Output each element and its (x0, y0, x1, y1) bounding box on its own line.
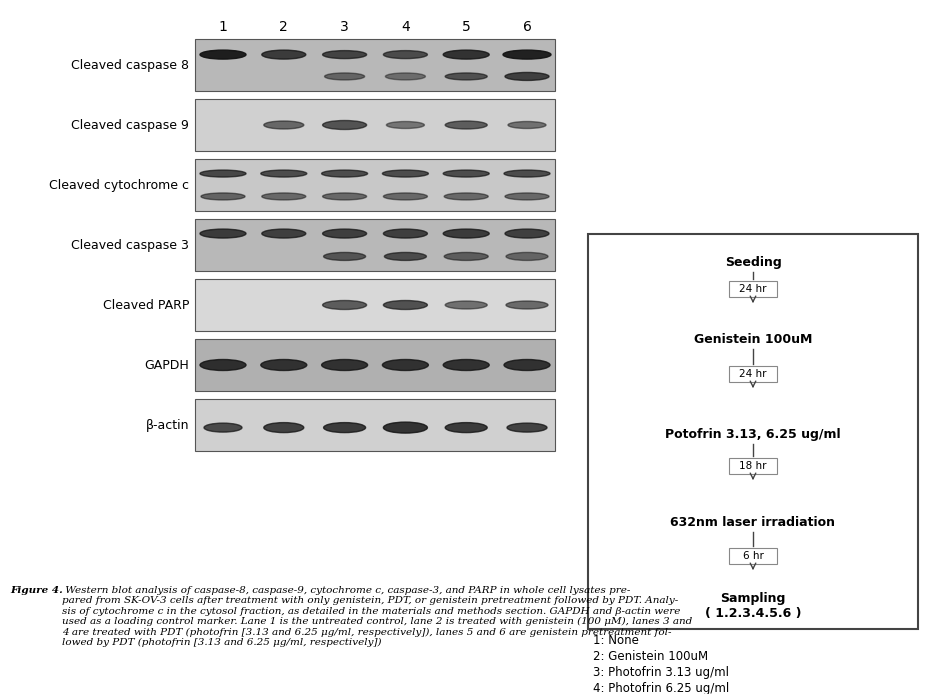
Ellipse shape (384, 229, 428, 238)
Ellipse shape (505, 193, 549, 200)
Text: 632nm laser irradiation: 632nm laser irradiation (671, 516, 836, 529)
Text: Cleaved caspase 8: Cleaved caspase 8 (71, 58, 189, 71)
Text: GAPDH: GAPDH (144, 359, 189, 371)
Text: Cleaved cytochrome c: Cleaved cytochrome c (49, 178, 189, 192)
Ellipse shape (322, 359, 368, 371)
Ellipse shape (204, 423, 242, 432)
Ellipse shape (383, 170, 429, 177)
Ellipse shape (384, 301, 428, 310)
Text: Seeding: Seeding (725, 255, 781, 269)
Ellipse shape (446, 301, 487, 309)
Ellipse shape (443, 359, 490, 371)
Text: 3: Photofrin 3.13 ug/ml: 3: Photofrin 3.13 ug/ml (593, 666, 729, 679)
Ellipse shape (264, 121, 304, 129)
Text: 2: Genistein 100uM: 2: Genistein 100uM (593, 650, 708, 663)
Ellipse shape (386, 73, 426, 80)
Ellipse shape (446, 423, 487, 432)
Ellipse shape (446, 73, 487, 80)
Text: 6: 6 (522, 20, 532, 34)
Text: 24 hr: 24 hr (739, 369, 766, 379)
Text: Cleaved PARP: Cleaved PARP (102, 298, 189, 312)
Ellipse shape (506, 301, 548, 309)
Text: 6 hr: 6 hr (743, 551, 764, 561)
Bar (195, 99, 555, 151)
Text: Figure 4.: Figure 4. (10, 586, 63, 595)
Ellipse shape (386, 121, 424, 128)
Text: 1: 1 (219, 20, 227, 34)
Bar (729, 366, 777, 382)
Ellipse shape (503, 50, 551, 59)
Text: 5: 5 (461, 20, 471, 34)
Ellipse shape (446, 121, 487, 129)
Text: 18 hr: 18 hr (739, 461, 766, 471)
Ellipse shape (324, 253, 366, 260)
Ellipse shape (200, 359, 246, 371)
Text: 4: 4 (401, 20, 410, 34)
Ellipse shape (261, 359, 307, 371)
Bar (195, 219, 555, 271)
Ellipse shape (508, 121, 546, 128)
Text: 2: 2 (280, 20, 288, 34)
Ellipse shape (323, 121, 367, 130)
Text: Potofrin 3.13, 6.25 ug/ml: Potofrin 3.13, 6.25 ug/ml (665, 428, 840, 441)
Ellipse shape (323, 301, 367, 310)
Ellipse shape (264, 423, 304, 432)
Ellipse shape (384, 51, 428, 58)
Text: 3: 3 (340, 20, 349, 34)
Ellipse shape (384, 422, 428, 433)
Bar (195, 39, 555, 91)
Bar (195, 159, 555, 211)
Text: Sampling
( 1.2.3.4.5.6 ): Sampling ( 1.2.3.4.5.6 ) (704, 592, 801, 620)
Ellipse shape (385, 253, 427, 260)
Ellipse shape (383, 359, 429, 371)
Ellipse shape (322, 170, 368, 177)
Ellipse shape (504, 170, 550, 177)
Text: Cleaved caspase 9: Cleaved caspase 9 (71, 119, 189, 131)
Ellipse shape (443, 229, 490, 238)
Bar (729, 281, 777, 297)
Ellipse shape (445, 193, 488, 200)
Ellipse shape (325, 73, 365, 80)
Text: 1: None: 1: None (593, 634, 639, 647)
Ellipse shape (505, 229, 549, 238)
Ellipse shape (261, 170, 307, 177)
Text: Genistein 100uM: Genistein 100uM (694, 332, 812, 346)
Ellipse shape (262, 193, 306, 200)
Ellipse shape (200, 170, 246, 177)
Ellipse shape (504, 359, 550, 371)
Ellipse shape (505, 72, 549, 81)
Ellipse shape (262, 229, 306, 238)
Ellipse shape (200, 50, 246, 59)
Text: β-actin: β-actin (145, 418, 189, 432)
Ellipse shape (507, 423, 547, 432)
Ellipse shape (323, 51, 367, 58)
Ellipse shape (506, 253, 548, 260)
Bar (195, 399, 555, 451)
Ellipse shape (201, 193, 245, 200)
Bar (729, 458, 777, 474)
Text: Cleaved caspase 3: Cleaved caspase 3 (71, 239, 189, 251)
Bar (729, 548, 777, 564)
Ellipse shape (443, 50, 490, 59)
Ellipse shape (324, 423, 366, 432)
Ellipse shape (384, 193, 428, 200)
Ellipse shape (200, 229, 246, 238)
Ellipse shape (443, 170, 490, 177)
Ellipse shape (445, 253, 488, 260)
Ellipse shape (323, 193, 367, 200)
Text: 24 hr: 24 hr (739, 284, 766, 294)
Bar (195, 279, 555, 331)
Text: Western blot analysis of caspase-8, caspase-9, cytochrome c, caspase-3, and PARP: Western blot analysis of caspase-8, casp… (62, 586, 692, 648)
Text: 4: Photofrin 6.25 ug/ml: 4: Photofrin 6.25 ug/ml (593, 682, 729, 694)
Ellipse shape (262, 50, 306, 59)
Ellipse shape (323, 229, 367, 238)
Bar (588, 234, 918, 629)
Bar (195, 339, 555, 391)
